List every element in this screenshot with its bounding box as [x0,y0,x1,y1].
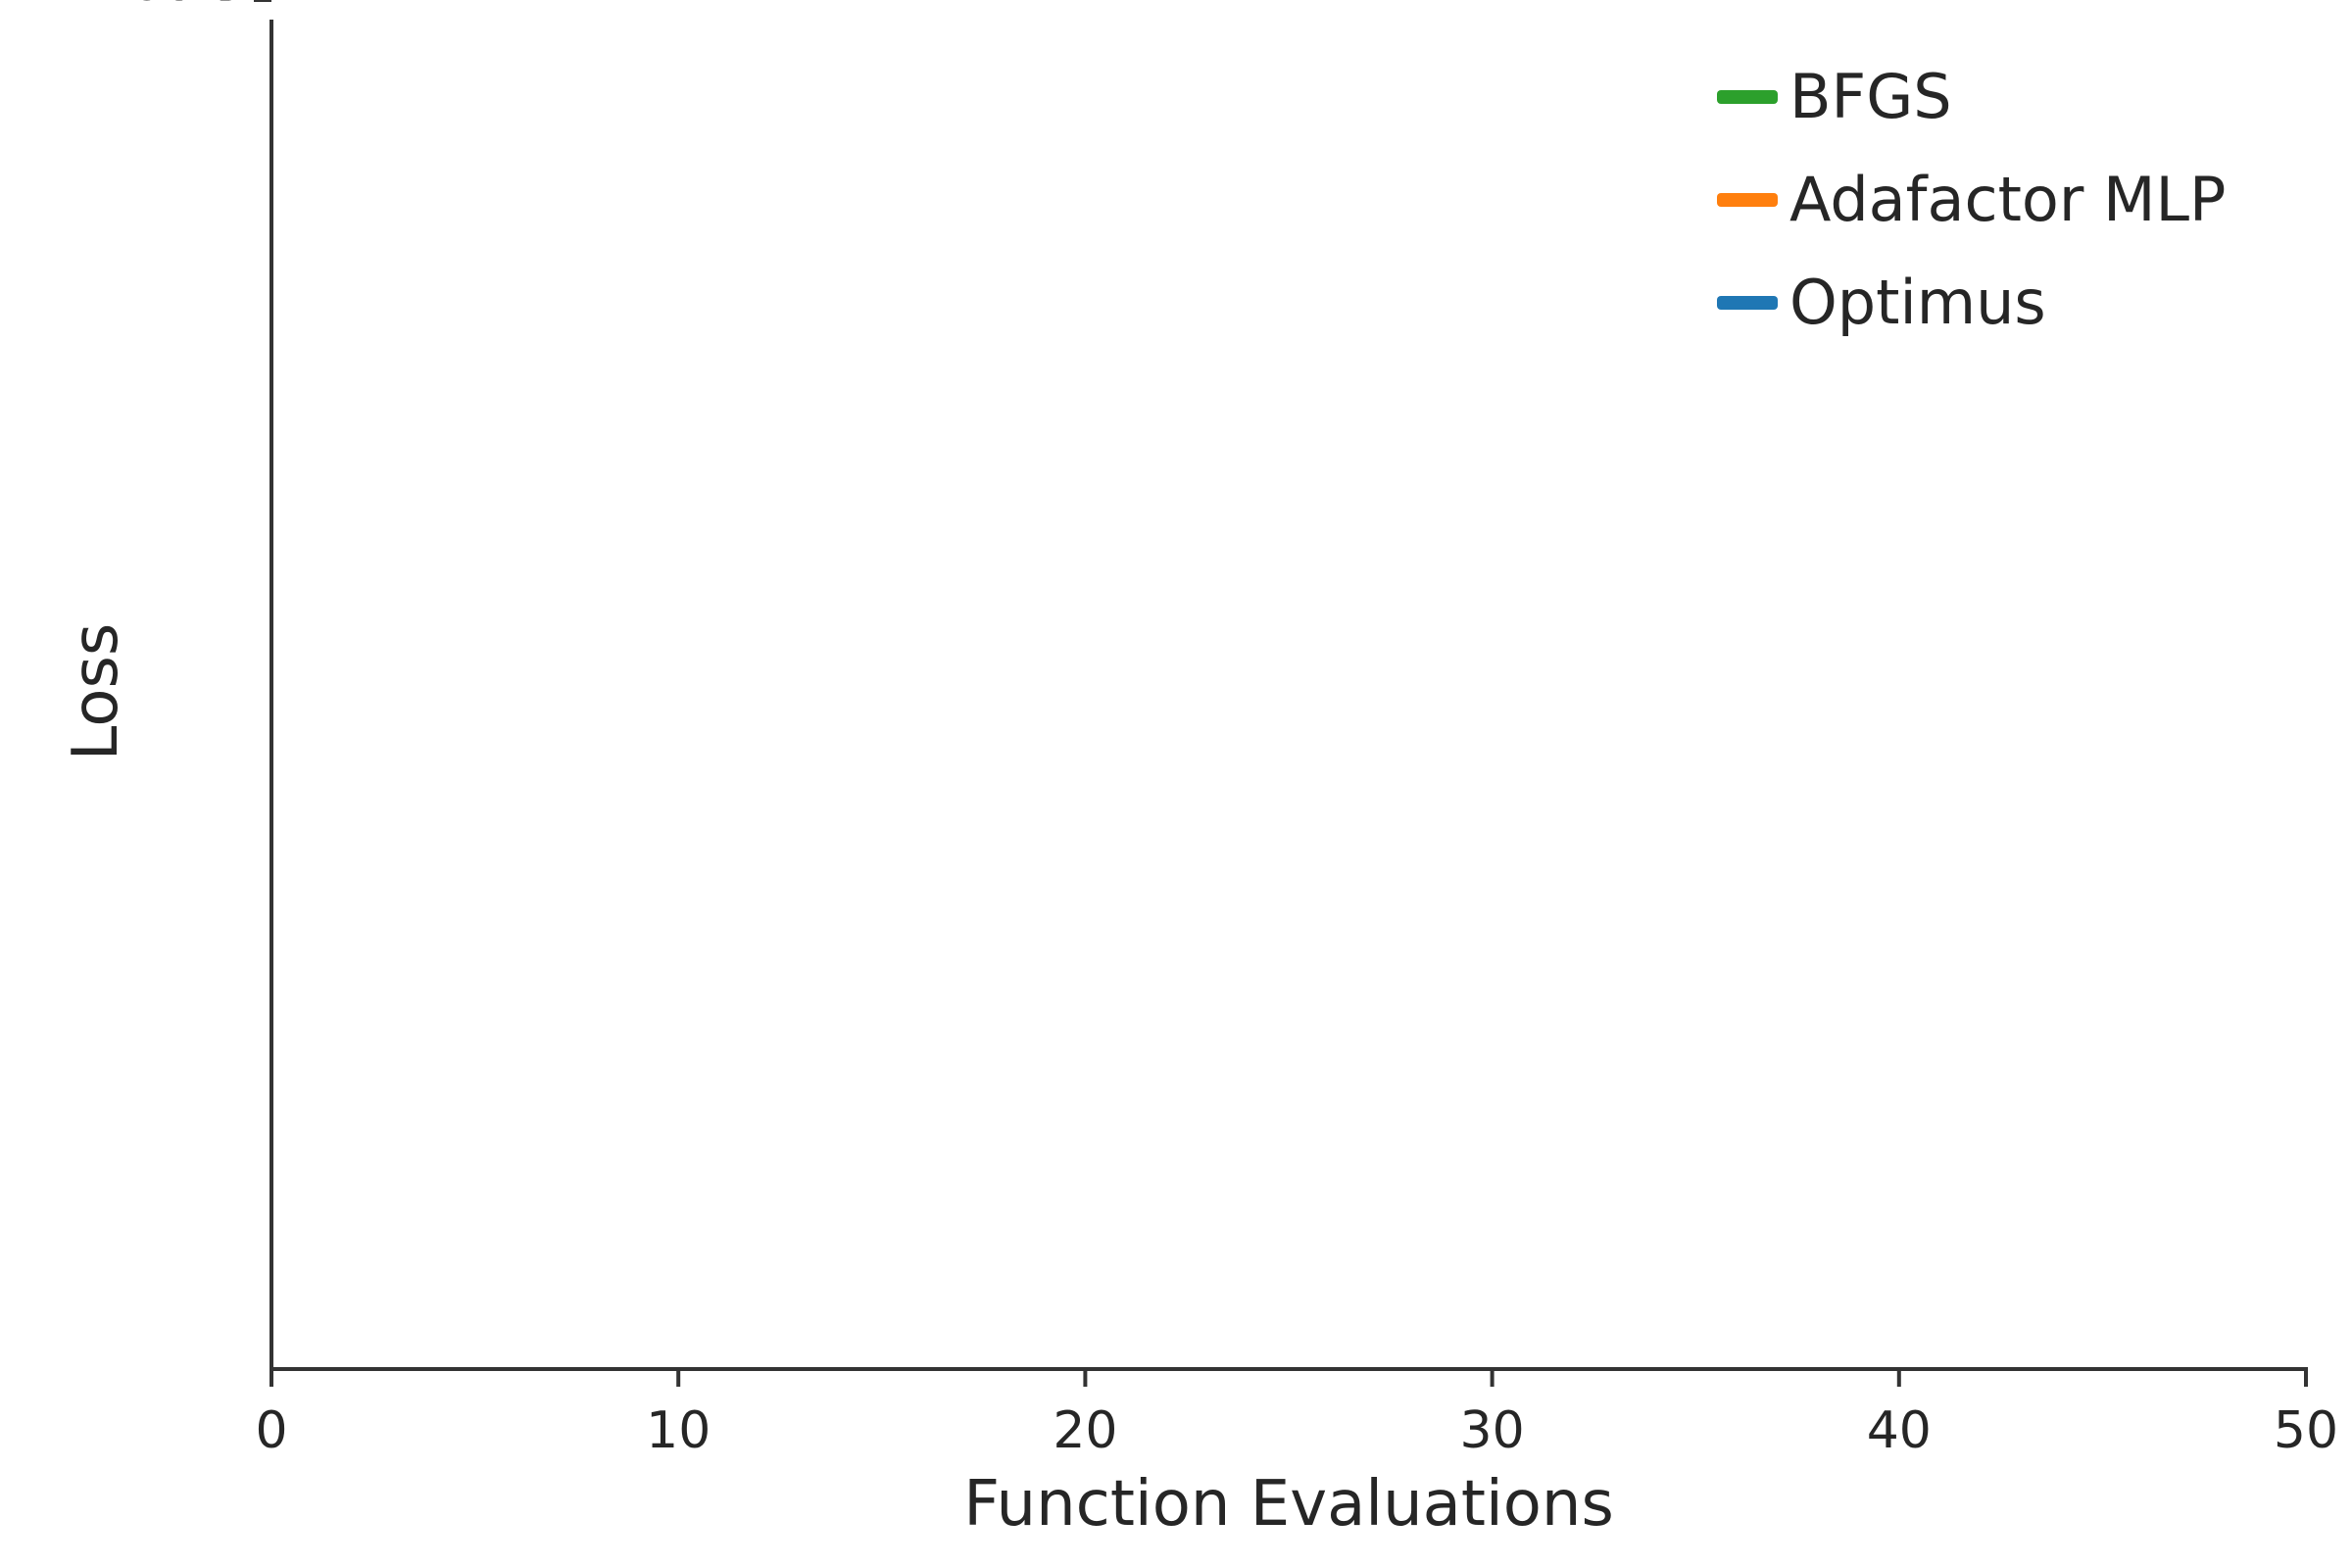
x-tick-label: 0 [255,1401,287,1460]
y-tick-label: 3 [212,0,244,13]
y-tick-label: 5 [212,0,244,13]
legend-label-adafactor-mlp: Adafactor MLP [1789,164,2227,235]
legend-label-bfgs: BFGS [1789,61,1952,132]
y-tick-label: 15 [179,0,244,13]
legend: BFGS Adafactor MLP Optimus [1717,61,2226,338]
legend-item-adafactor-mlp: Adafactor MLP [1717,164,2226,235]
adafactor-mlp-line-swatch-icon [1717,192,1778,207]
y-tick-label: 1.5 [163,0,244,13]
legend-item-optimus: Optimus [1717,267,2226,338]
x-tick-label: 10 [646,1401,710,1460]
x-tick-label: 40 [1867,1401,1932,1460]
y-tick-label: 0.5 [163,0,244,13]
y-tick-label: 10 [179,0,244,13]
y-axis-title: Loss [60,622,133,761]
x-tick-label: 20 [1053,1401,1117,1460]
bfgs-line-swatch-icon [1717,89,1778,104]
y-tick-label: 0.3 [163,0,244,13]
legend-item-bfgs: BFGS [1717,61,2226,132]
optimus-line-swatch-icon [1717,295,1778,310]
x-tick-label: 30 [1460,1401,1525,1460]
legend-label-optimus: Optimus [1789,267,2046,338]
x-axis-title: Function Evaluations [963,1468,1614,1541]
y-tick-label: 2 [212,0,244,13]
y-tick-label: 1 [212,0,244,13]
y-tick-label: 0.75 [130,0,244,13]
x-tick-label: 50 [2274,1401,2338,1460]
